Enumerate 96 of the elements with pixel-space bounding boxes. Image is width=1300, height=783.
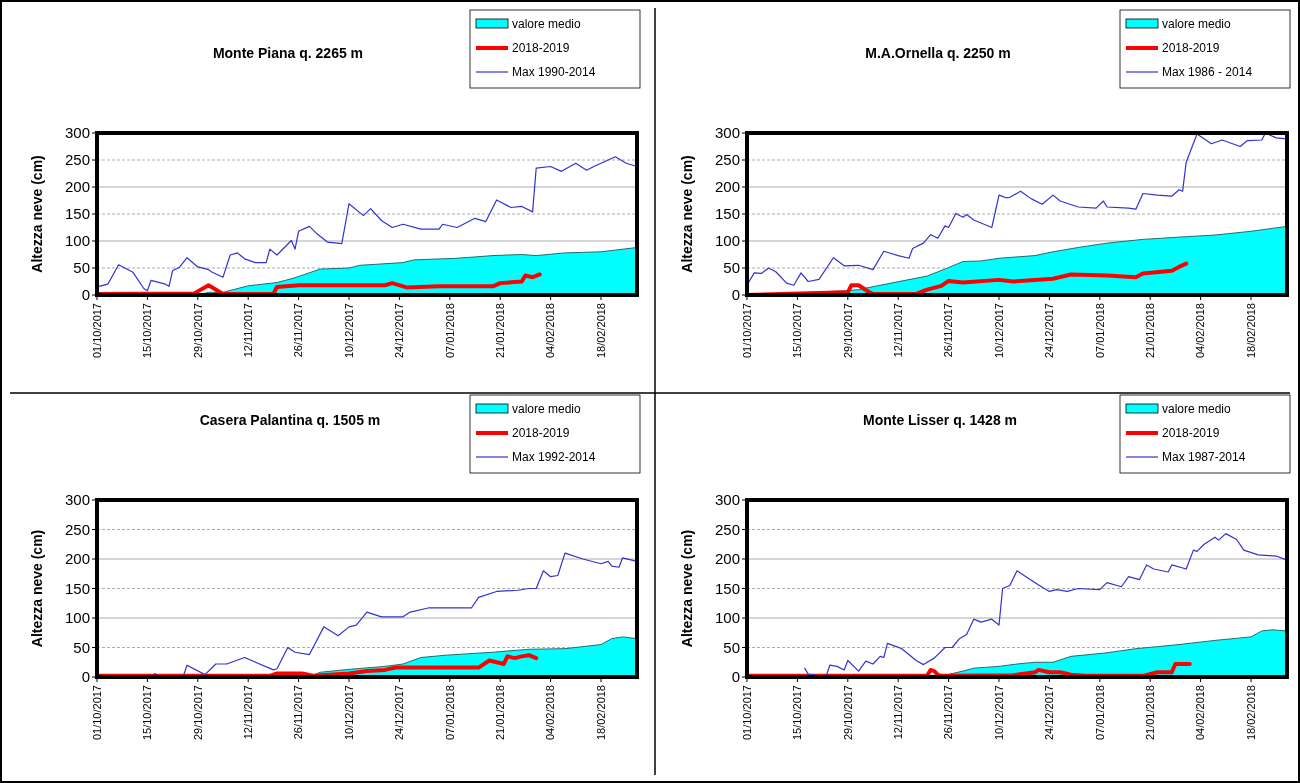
y-tick-label: 50 xyxy=(73,259,90,277)
x-tick-label: 21/01/2018 xyxy=(1144,303,1157,359)
legend-label: valore medio xyxy=(1162,402,1232,417)
y-tick-label: 150 xyxy=(714,205,740,223)
x-tick-label: 01/10/2017 xyxy=(740,303,753,359)
y-tick-label: 0 xyxy=(81,668,90,686)
x-tick-label: 07/01/2018 xyxy=(443,303,456,359)
y-tick-label: 300 xyxy=(714,491,740,509)
y-tick-label: 0 xyxy=(81,286,90,304)
x-tick-label: 15/10/2017 xyxy=(791,303,804,359)
legend-label: Max 1987-2014 xyxy=(1162,450,1246,465)
legend-label: valore medio xyxy=(512,17,582,32)
x-tick-label: 15/10/2017 xyxy=(141,685,154,741)
x-tick-label: 01/10/2017 xyxy=(740,685,753,741)
x-tick-label: 18/02/2018 xyxy=(594,685,607,741)
x-tick-label: 29/10/2017 xyxy=(841,303,854,359)
x-tick-label: 01/10/2017 xyxy=(90,303,103,359)
x-tick-label: 07/01/2018 xyxy=(1093,303,1106,359)
x-tick-label: 10/12/2017 xyxy=(992,685,1005,741)
y-tick-label: 300 xyxy=(64,491,90,509)
y-tick-label: 100 xyxy=(64,609,90,627)
x-tick-label: 10/12/2017 xyxy=(342,685,355,741)
x-tick-label: 04/02/2018 xyxy=(544,303,557,359)
chart-title: Monte Piana q. 2265 m xyxy=(212,45,364,61)
chart-title: Casera Palantina q. 1505 m xyxy=(199,412,381,428)
y-tick-label: 250 xyxy=(714,520,740,538)
legend-label: 2018-2019 xyxy=(1162,426,1220,441)
x-tick-label: 07/01/2018 xyxy=(1093,685,1106,741)
y-tick-label: 250 xyxy=(714,151,740,169)
x-tick-label: 01/10/2017 xyxy=(90,685,103,741)
y-tick-label: 300 xyxy=(714,124,740,142)
x-tick-label: 29/10/2017 xyxy=(191,685,204,741)
x-tick-label: 04/02/2018 xyxy=(1194,303,1207,359)
x-tick-label: 26/11/2017 xyxy=(292,303,305,358)
x-tick-label: 21/01/2018 xyxy=(494,303,507,359)
y-axis-title: Altezza neve (cm) xyxy=(29,529,45,648)
legend-label: 2018-2019 xyxy=(512,41,570,56)
y-tick-label: 300 xyxy=(64,124,90,142)
x-tick-label: 15/10/2017 xyxy=(141,303,154,359)
y-tick-label: 50 xyxy=(723,259,740,277)
y-tick-label: 200 xyxy=(714,550,740,568)
x-tick-label: 21/01/2018 xyxy=(494,685,507,741)
x-tick-label: 24/12/2017 xyxy=(393,303,406,359)
x-tick-label: 04/02/2018 xyxy=(1194,685,1207,741)
x-tick-label: 18/02/2018 xyxy=(1244,303,1257,359)
legend-label: valore medio xyxy=(512,402,582,417)
y-tick-label: 50 xyxy=(723,638,740,656)
legend-label: 2018-2019 xyxy=(512,426,570,441)
x-tick-label: 21/01/2018 xyxy=(1144,685,1157,741)
legend-label: Max 1990-2014 xyxy=(512,65,596,80)
x-tick-label: 18/02/2018 xyxy=(594,303,607,359)
x-tick-label: 10/12/2017 xyxy=(992,303,1005,359)
x-tick-label: 07/01/2018 xyxy=(443,685,456,741)
line-series xyxy=(154,552,638,677)
y-tick-label: 200 xyxy=(64,550,90,568)
x-tick-label: 12/11/2017 xyxy=(892,685,905,740)
y-tick-label: 200 xyxy=(714,178,740,196)
chart-title: M.A.Ornella q. 2250 m xyxy=(865,45,1011,61)
y-tick-label: 250 xyxy=(64,151,90,169)
line-series xyxy=(804,533,1288,677)
y-tick-label: 150 xyxy=(64,205,90,223)
y-axis-title: Altezza neve (cm) xyxy=(679,529,695,648)
legend-label: Max 1992-2014 xyxy=(512,450,596,465)
x-tick-label: 24/12/2017 xyxy=(393,685,406,741)
legend-label: valore medio xyxy=(1162,17,1232,32)
line-series xyxy=(96,156,638,292)
y-tick-label: 100 xyxy=(714,232,740,250)
y-tick-label: 250 xyxy=(64,520,90,538)
y-tick-label: 0 xyxy=(731,286,740,304)
x-tick-label: 26/11/2017 xyxy=(942,685,955,740)
y-tick-label: 0 xyxy=(731,668,740,686)
x-tick-label: 29/10/2017 xyxy=(841,685,854,741)
x-tick-label: 18/02/2018 xyxy=(1244,685,1257,741)
y-tick-label: 100 xyxy=(714,609,740,627)
legend-label: Max 1986 - 2014 xyxy=(1162,65,1253,80)
y-tick-label: 150 xyxy=(64,579,90,597)
x-tick-label: 04/02/2018 xyxy=(544,685,557,741)
legend-label: 2018-2019 xyxy=(1162,41,1220,56)
y-axis-title: Altezza neve (cm) xyxy=(679,155,695,273)
x-tick-label: 12/11/2017 xyxy=(892,303,905,358)
x-tick-label: 24/12/2017 xyxy=(1043,303,1056,359)
x-tick-label: 26/11/2017 xyxy=(292,685,305,740)
x-tick-label: 29/10/2017 xyxy=(191,303,204,359)
x-tick-label: 10/12/2017 xyxy=(342,303,355,359)
x-tick-label: 12/11/2017 xyxy=(242,685,255,740)
chart-title: Monte Lisser q. 1428 m xyxy=(862,412,1018,428)
y-tick-label: 200 xyxy=(64,178,90,196)
line-series xyxy=(746,132,1288,286)
x-tick-label: 12/11/2017 xyxy=(242,303,255,358)
y-tick-label: 100 xyxy=(64,232,90,250)
x-tick-label: 26/11/2017 xyxy=(942,303,955,358)
y-tick-label: 50 xyxy=(73,638,90,656)
y-tick-label: 150 xyxy=(714,579,740,597)
y-axis-title: Altezza neve (cm) xyxy=(29,155,45,273)
x-tick-label: 24/12/2017 xyxy=(1043,685,1056,741)
x-tick-label: 15/10/2017 xyxy=(791,685,804,741)
